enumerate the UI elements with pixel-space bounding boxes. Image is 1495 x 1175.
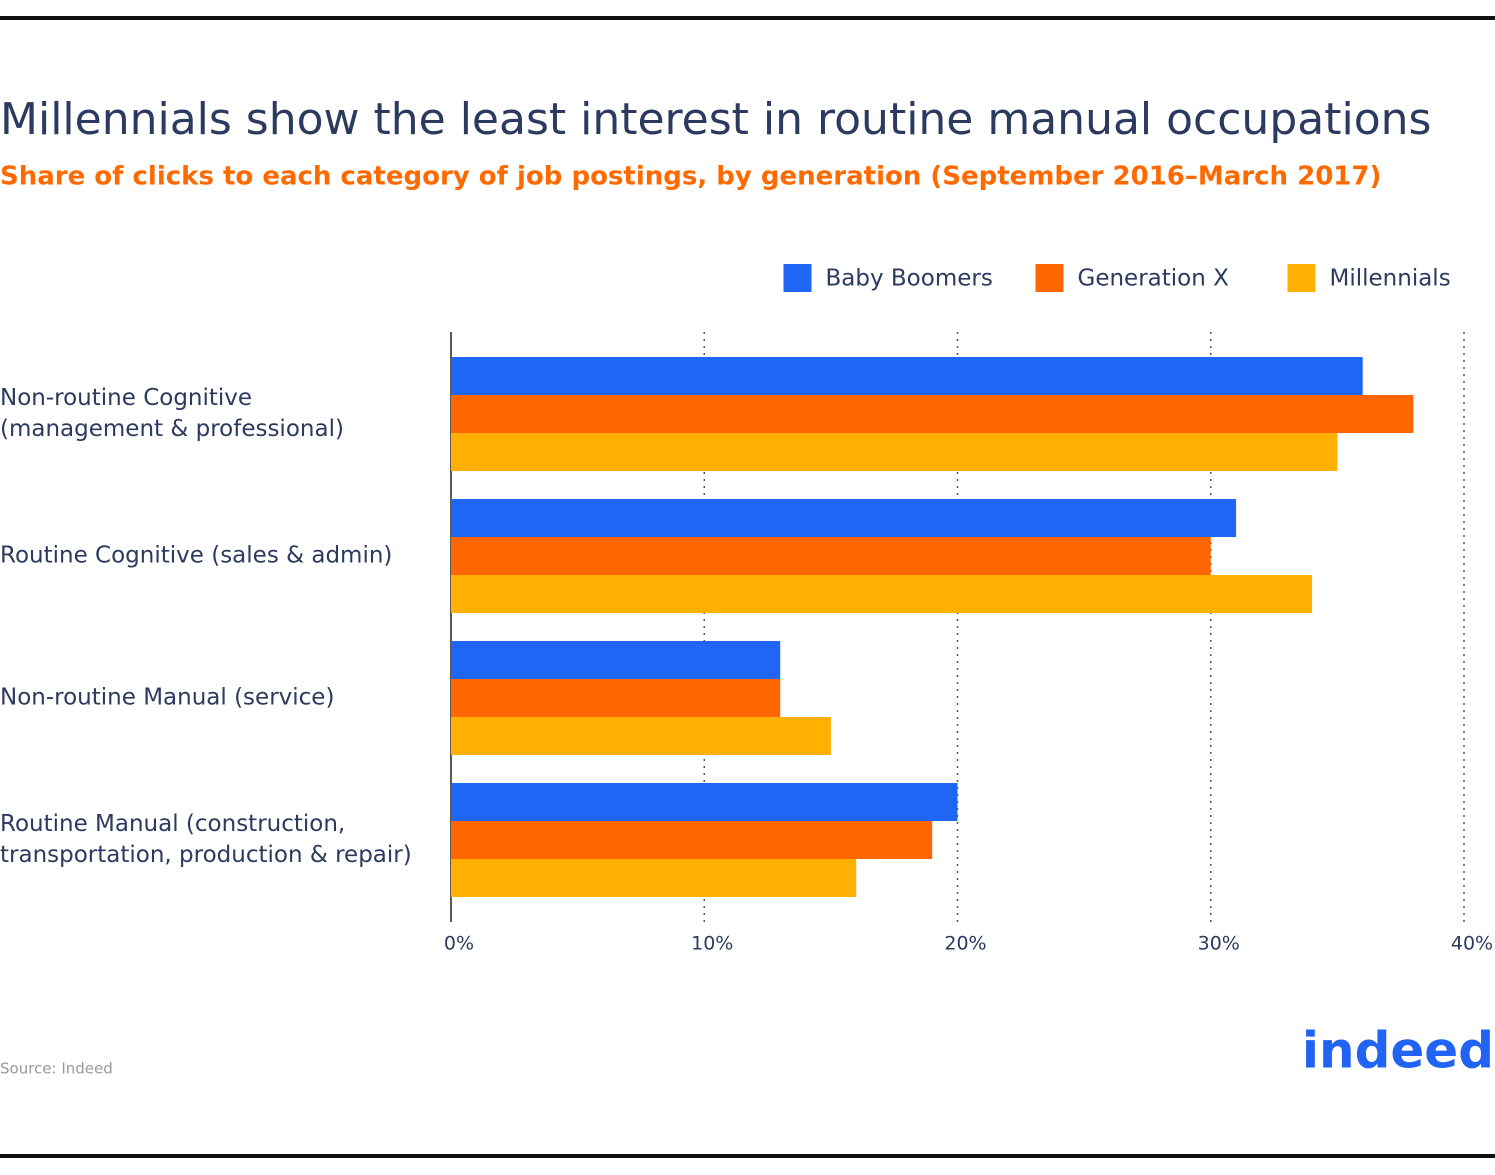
legend-swatch — [1035, 264, 1064, 292]
y-tick-label: Routine Cognitive (sales & admin) — [0, 542, 393, 569]
bar — [451, 821, 933, 859]
bar — [451, 357, 1363, 395]
bar — [451, 395, 1414, 433]
legend-swatch — [783, 264, 812, 292]
bar — [451, 859, 857, 897]
y-tick-label: Non-routine Manual (service) — [0, 684, 335, 711]
bar — [451, 537, 1211, 575]
x-tick-label: 0% — [444, 933, 474, 955]
legend-swatch — [1287, 264, 1316, 292]
x-tick-label: 20% — [944, 933, 986, 955]
legend-label: Generation X — [1078, 266, 1230, 292]
x-tick-label: 10% — [691, 933, 733, 955]
bar — [451, 679, 781, 717]
x-tick-label: 40% — [1451, 933, 1493, 955]
bar — [451, 783, 958, 821]
bar — [451, 717, 831, 755]
bottom-rule — [0, 1154, 1495, 1158]
logo: indeed — [1302, 1022, 1494, 1080]
bar — [451, 641, 781, 679]
y-tick-label: Routine Manual (construction, transporta… — [0, 811, 412, 868]
legend-label: Millennials — [1330, 266, 1451, 292]
x-tick-label: 30% — [1198, 933, 1240, 955]
top-rule — [0, 16, 1495, 20]
chart-subtitle: Share of clicks to each category of job … — [0, 162, 1381, 192]
bar — [451, 433, 1338, 471]
chart-title: Millennials show the least interest in r… — [0, 94, 1431, 145]
y-tick-label: Non-routine Cognitive (management & prof… — [0, 385, 344, 442]
bar — [451, 575, 1313, 613]
legend-label: Baby Boomers — [826, 266, 993, 292]
bar — [451, 499, 1237, 537]
source: Source: Indeed — [0, 1060, 113, 1078]
